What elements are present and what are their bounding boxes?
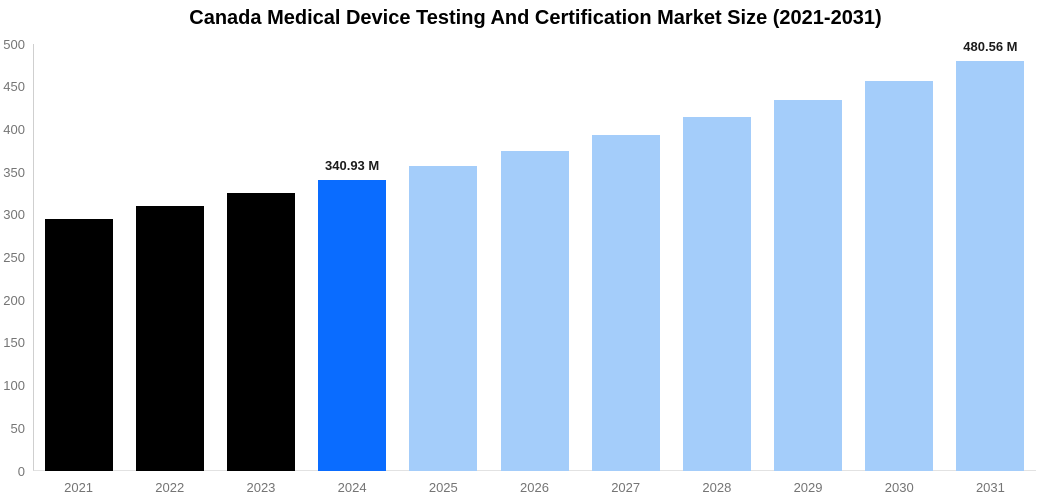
- bar-2024[interactable]: [318, 179, 387, 471]
- bar-value-label-2024: 340.93 M: [325, 157, 380, 173]
- x-axis-label-2022: 2022: [155, 480, 185, 495]
- x-axis-label-2026: 2026: [520, 480, 549, 495]
- x-axis-label-2029: 2029: [793, 480, 823, 495]
- x-axis-label-2024: 2024: [337, 480, 367, 495]
- x-axis-label-2025: 2025: [428, 480, 458, 495]
- bar-2027[interactable]: [591, 135, 660, 471]
- bar-value-label-2031: 480.56 M: [963, 38, 1018, 54]
- y-axis-tick-label: 300: [3, 207, 25, 223]
- x-axis-label-2028: 2028: [702, 480, 732, 495]
- y-axis-tick-label: 0: [17, 463, 25, 479]
- bar-2023[interactable]: [226, 193, 295, 471]
- y-axis-tick-label: 100: [3, 378, 25, 394]
- x-axis-label-2030: 2030: [884, 480, 914, 495]
- y-axis-tick-label: 50: [10, 420, 25, 436]
- y-axis-tick-label: 450: [3, 79, 25, 95]
- bar-2028[interactable]: [682, 117, 751, 471]
- chart-title: Canada Medical Device Testing And Certif…: [189, 7, 882, 29]
- y-axis-tick-label: 150: [3, 335, 25, 351]
- bar-2031[interactable]: [956, 60, 1025, 471]
- x-axis-label-2021: 2021: [64, 480, 94, 495]
- bar-2026[interactable]: [500, 150, 569, 471]
- y-axis-tick-label: 200: [3, 292, 25, 308]
- bar-2030[interactable]: [865, 80, 934, 471]
- y-axis-tick-label: 400: [3, 121, 25, 137]
- x-axis-label-2027: 2027: [611, 480, 641, 495]
- x-axis-label-2023: 2023: [246, 480, 276, 495]
- x-axis-label-2031: 2031: [975, 480, 1005, 495]
- y-axis-tick-label: 250: [3, 250, 25, 265]
- y-axis-tick-label: 350: [3, 164, 25, 180]
- y-axis-tick-label: 500: [3, 36, 25, 52]
- bar-2029[interactable]: [774, 99, 843, 471]
- bar-2021[interactable]: [44, 219, 113, 471]
- bar-2025[interactable]: [409, 166, 478, 471]
- bar-2022[interactable]: [135, 206, 204, 471]
